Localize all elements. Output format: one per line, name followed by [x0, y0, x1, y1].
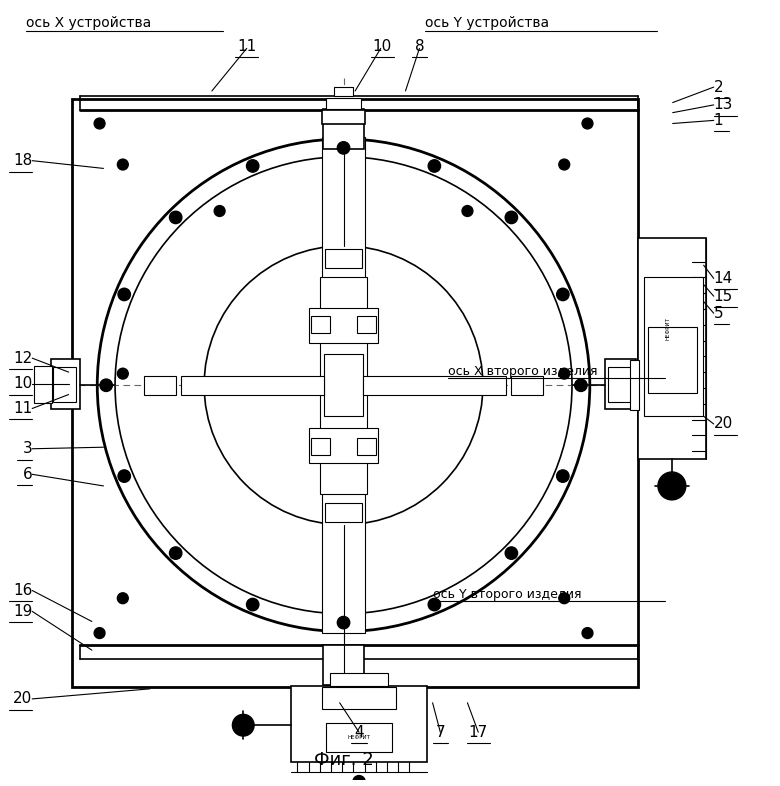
- Text: 17: 17: [469, 725, 488, 740]
- Text: ось Y устройства: ось Y устройства: [425, 16, 549, 30]
- Circle shape: [118, 368, 128, 379]
- Circle shape: [575, 379, 587, 391]
- Circle shape: [462, 206, 473, 216]
- Text: 19: 19: [12, 604, 32, 619]
- Bar: [327, 723, 392, 752]
- Bar: [644, 277, 703, 417]
- Bar: [309, 428, 378, 463]
- Text: 8: 8: [415, 39, 424, 53]
- Circle shape: [118, 159, 128, 170]
- Bar: [324, 645, 363, 685]
- Bar: [325, 503, 362, 522]
- Circle shape: [94, 118, 105, 129]
- Text: НЕФРИТ: НЕФРИТ: [665, 318, 671, 340]
- Bar: [322, 687, 396, 708]
- Bar: [648, 327, 697, 393]
- Text: 4: 4: [354, 725, 363, 740]
- Circle shape: [232, 714, 254, 736]
- Text: 13: 13: [714, 97, 733, 112]
- Bar: [511, 376, 544, 395]
- Bar: [291, 685, 427, 762]
- Text: 7: 7: [435, 725, 445, 740]
- Circle shape: [337, 616, 349, 629]
- Text: 11: 11: [237, 39, 257, 53]
- Text: 20: 20: [714, 417, 733, 432]
- Text: ось X устройства: ось X устройства: [26, 16, 151, 30]
- Text: Фиг. 2: Фиг. 2: [314, 751, 374, 769]
- Bar: [324, 354, 363, 417]
- Text: 2: 2: [714, 79, 723, 94]
- Text: 6: 6: [23, 467, 32, 482]
- Bar: [605, 359, 636, 410]
- Bar: [321, 277, 367, 494]
- Bar: [53, 366, 76, 402]
- Text: 16: 16: [12, 583, 32, 598]
- Circle shape: [428, 598, 441, 611]
- Text: 12: 12: [13, 351, 32, 365]
- Text: 15: 15: [714, 288, 733, 303]
- Bar: [51, 359, 80, 410]
- Circle shape: [337, 141, 349, 154]
- Text: 10: 10: [13, 376, 32, 391]
- Bar: [608, 366, 634, 402]
- Bar: [636, 366, 654, 403]
- Circle shape: [582, 628, 593, 638]
- Text: ось Y второго изделия: ось Y второго изделия: [433, 588, 581, 601]
- Bar: [325, 249, 362, 267]
- Circle shape: [557, 288, 569, 300]
- Bar: [335, 87, 353, 97]
- Circle shape: [118, 288, 130, 300]
- Bar: [630, 361, 640, 410]
- Text: НЕФРИТ: НЕФРИТ: [348, 735, 370, 740]
- Bar: [322, 138, 365, 633]
- Circle shape: [94, 628, 105, 638]
- Bar: [144, 376, 176, 395]
- Circle shape: [428, 160, 441, 172]
- Bar: [363, 376, 506, 395]
- Circle shape: [118, 470, 130, 483]
- Text: 14: 14: [714, 271, 733, 286]
- Bar: [73, 99, 638, 687]
- Circle shape: [169, 547, 182, 560]
- Bar: [327, 98, 360, 108]
- Text: ось X второго изделия: ось X второго изделия: [448, 365, 597, 378]
- Bar: [322, 110, 365, 124]
- Circle shape: [505, 547, 518, 560]
- Circle shape: [558, 593, 569, 604]
- Bar: [311, 438, 330, 455]
- Circle shape: [215, 206, 225, 216]
- Text: 18: 18: [13, 153, 32, 168]
- Circle shape: [100, 379, 112, 391]
- Bar: [357, 438, 376, 455]
- Circle shape: [353, 776, 365, 786]
- Circle shape: [169, 211, 182, 223]
- Bar: [638, 238, 706, 459]
- Circle shape: [658, 472, 686, 500]
- Bar: [324, 108, 363, 149]
- Circle shape: [557, 470, 569, 483]
- Bar: [330, 674, 388, 685]
- Bar: [309, 308, 378, 343]
- Text: 3: 3: [23, 441, 32, 456]
- Circle shape: [558, 159, 569, 170]
- Bar: [34, 366, 52, 403]
- Circle shape: [505, 211, 518, 223]
- Circle shape: [558, 368, 569, 379]
- Bar: [327, 685, 360, 696]
- Circle shape: [118, 593, 128, 604]
- Bar: [357, 315, 376, 332]
- Text: 10: 10: [373, 39, 392, 53]
- Circle shape: [246, 598, 259, 611]
- Bar: [311, 315, 330, 332]
- Circle shape: [246, 160, 259, 172]
- Text: 1: 1: [714, 113, 723, 128]
- Bar: [181, 376, 324, 395]
- Text: 20: 20: [13, 692, 32, 707]
- Text: 5: 5: [714, 306, 723, 321]
- Circle shape: [582, 118, 593, 129]
- Text: 11: 11: [13, 401, 32, 416]
